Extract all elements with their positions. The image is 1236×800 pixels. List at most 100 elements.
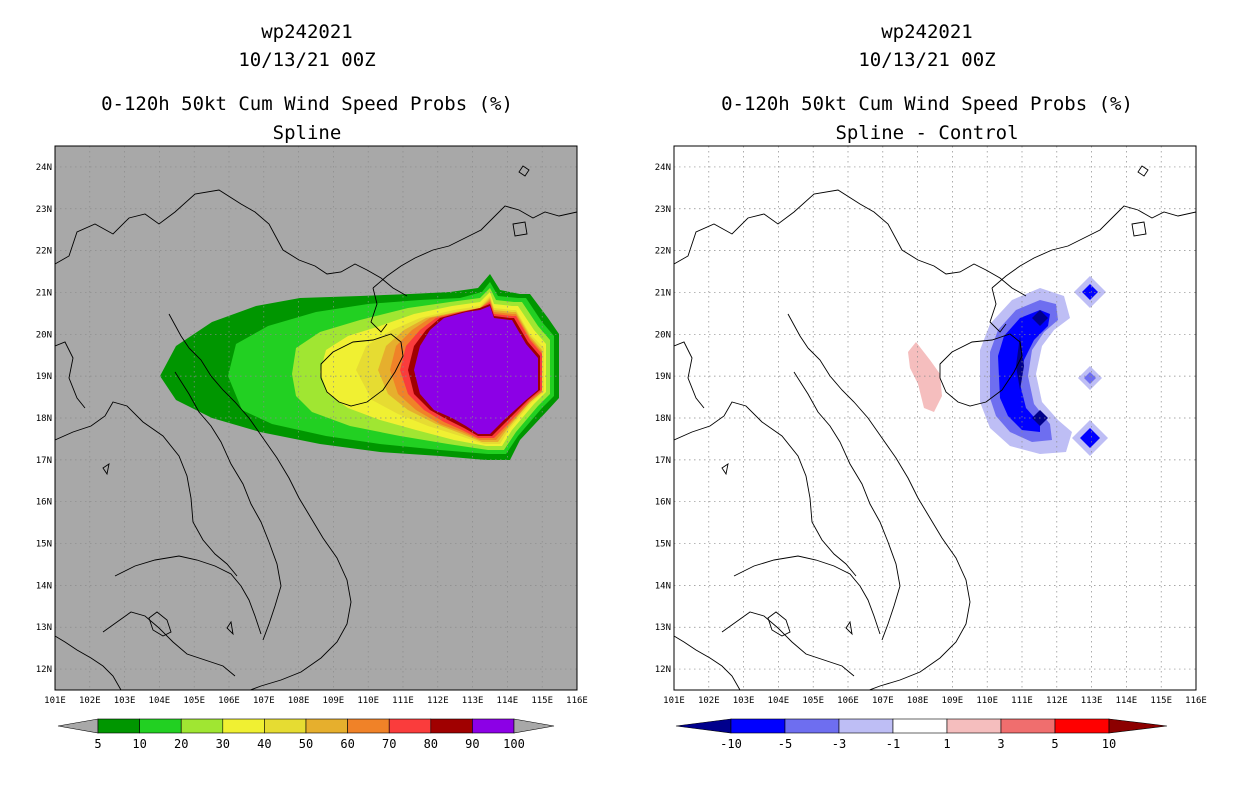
- left-map-lines: [55, 146, 577, 690]
- left-grid: [55, 146, 577, 690]
- right-lon-label: 115E: [1150, 696, 1172, 706]
- right-colorbar-label: -1: [886, 737, 900, 751]
- left-colorbar-swatch: [305, 718, 348, 734]
- right-colorbar-swatch: [1000, 718, 1056, 734]
- right-lat-label: 16N: [655, 498, 671, 508]
- right-lon-label: 112E: [1046, 696, 1068, 706]
- right-map-frame: [673, 145, 1197, 691]
- right-neg-core-1: [1032, 310, 1048, 326]
- left-lon-label: 107E: [253, 696, 275, 706]
- left-lon-label: 116E: [566, 696, 588, 706]
- left-lat-label: 16N: [36, 498, 52, 508]
- right-lon-label: 109E: [942, 696, 964, 706]
- right-lon-label: 116E: [1185, 696, 1207, 706]
- right-grid: [674, 146, 1196, 690]
- right-diamond-south-core: [1080, 428, 1100, 448]
- right-lon-label: 108E: [907, 696, 929, 706]
- right-lat-label: 24N: [655, 163, 671, 173]
- left-lon-label: 108E: [288, 696, 310, 706]
- right-lat-label: 19N: [655, 372, 671, 382]
- left-lon-label: 106E: [218, 696, 240, 706]
- right-colorbar-swatch: [1054, 718, 1110, 734]
- left-lon-label: 110E: [357, 696, 379, 706]
- left-colorbar-label: 60: [340, 737, 354, 751]
- left-axis-labels: 101E 102E 103E 104E 105E 106E 107E 108E 109E 110E…: [36, 163, 588, 706]
- right-lon-label: 104E: [768, 696, 790, 706]
- left-lat-label: 22N: [36, 247, 52, 257]
- right-colorbar-label: 1: [943, 737, 950, 751]
- left-lat-label: 23N: [36, 205, 52, 215]
- left-colorbar-swatch: [180, 718, 224, 734]
- left-lon-label: 111E: [392, 696, 414, 706]
- right-lon-label: 111E: [1011, 696, 1033, 706]
- left-colorbar-label: 70: [382, 737, 396, 751]
- left-colorbar-high-end: [513, 718, 555, 734]
- right-title-method: Spline - Control: [835, 122, 1018, 144]
- left-title-product: 0-120h 50kt Cum Wind Speed Probs (%): [101, 93, 513, 115]
- right-lon-label: 110E: [976, 696, 998, 706]
- right-lon-label: 105E: [802, 696, 824, 706]
- right-lon-label: 102E: [698, 696, 720, 706]
- left-colorbar-label: 100: [503, 737, 525, 751]
- left-colorbar-swatch: [264, 718, 307, 734]
- right-colorbar-label: 10: [1102, 737, 1116, 751]
- left-lon-label: 105E: [183, 696, 205, 706]
- right-lat-label: 13N: [655, 623, 671, 633]
- left-colorbar-label: 30: [216, 737, 230, 751]
- right-colorbar-low-end: [675, 718, 732, 734]
- left-title: wp242021 10/13/21 00Z 0-120h 50kt Cum Wi…: [101, 21, 513, 144]
- left-lat-label: 18N: [36, 414, 52, 424]
- left-title-method: Spline: [273, 122, 342, 144]
- right-lat-label: 20N: [655, 330, 671, 340]
- right-diamond-north-core: [1082, 284, 1098, 300]
- left-title-date: 10/13/21 00Z: [238, 49, 375, 71]
- left-lon-label: 113E: [462, 696, 484, 706]
- right-colorbar-label: -3: [832, 737, 846, 751]
- left-colorbar-label: 40: [257, 737, 271, 751]
- left-lon-label: 102E: [79, 696, 101, 706]
- left-map-frame: [54, 145, 578, 691]
- left-colorbar-label: 80: [424, 737, 438, 751]
- right-colorbar-swatch: [730, 718, 786, 734]
- left-lon-label: 109E: [323, 696, 345, 706]
- left-colorbar-label: 20: [174, 737, 188, 751]
- left-lon-label: 114E: [497, 696, 519, 706]
- right-title-storm: wp242021: [881, 21, 973, 43]
- left-colorbar-label: 5: [94, 737, 101, 751]
- left-colorbar-swatch: [388, 718, 432, 734]
- left-lon-label: 103E: [114, 696, 136, 706]
- left-colorbar-swatch: [347, 718, 390, 734]
- left-lat-label: 15N: [36, 540, 52, 550]
- left-lat-label: 14N: [36, 581, 52, 591]
- right-lat-label: 15N: [655, 540, 671, 550]
- left-lat-label: 19N: [36, 372, 52, 382]
- left-colorbar: 5 10 20 30 40 50 60 70 80 90 100: [57, 718, 555, 751]
- right-lat-label: 12N: [655, 665, 671, 675]
- left-lon-label: 101E: [44, 696, 66, 706]
- left-lat-label: 12N: [36, 665, 52, 675]
- left-lat-label: 13N: [36, 623, 52, 633]
- right-diamond-mid-core: [1084, 372, 1096, 384]
- left-lat-label: 17N: [36, 456, 52, 466]
- right-lon-label: 113E: [1081, 696, 1103, 706]
- left-colorbar-label: 90: [465, 737, 479, 751]
- right-colorbar-label: 3: [997, 737, 1004, 751]
- right-colorbar-swatch: [946, 718, 1002, 734]
- right-title: wp242021 10/13/21 00Z 0-120h 50kt Cum Wi…: [721, 21, 1133, 144]
- right-lat-label: 17N: [655, 456, 671, 466]
- left-contour-90: [414, 306, 538, 434]
- left-lat-label: 21N: [36, 288, 52, 298]
- left-colorbar-swatch: [97, 718, 140, 734]
- left-probability-field: [160, 274, 559, 460]
- right-colorbar: -10 -5 -3 -1 1 3 5 10: [675, 718, 1168, 751]
- left-colorbar-swatch: [222, 718, 265, 734]
- right-lat-label: 22N: [655, 247, 671, 257]
- right-colorbar-label: -5: [778, 737, 792, 751]
- right-lat-label: 23N: [655, 205, 671, 215]
- right-positive-blob: [908, 342, 942, 412]
- left-lon-label: 112E: [427, 696, 449, 706]
- right-colorbar-swatch: [892, 718, 948, 734]
- left-colorbar-low-end: [57, 718, 99, 734]
- right-lon-label: 106E: [837, 696, 859, 706]
